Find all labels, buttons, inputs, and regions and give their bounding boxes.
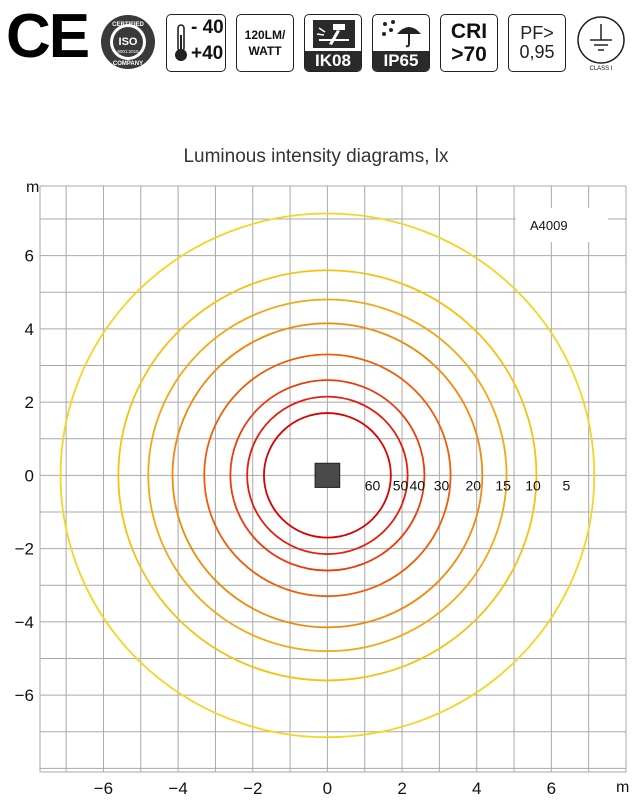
earth-ground-icon	[577, 16, 625, 64]
y-tick-label: 2	[25, 393, 34, 412]
luminaire-marker	[314, 462, 341, 488]
y-axis-unit: m	[26, 179, 39, 196]
cri-line2: >70	[451, 43, 487, 66]
x-axis-unit: m	[616, 779, 629, 796]
thermometer-icon	[175, 24, 187, 61]
contour-ring-10lx	[117, 269, 538, 682]
efficacy-line1: 120LM/	[244, 28, 286, 42]
isolux-chart: Luminous intensity diagrams, lx 60 50 40 30…	[15, 146, 630, 798]
contour-label-10: 10	[525, 477, 541, 493]
model-label: A4009	[530, 218, 568, 233]
x-tick-label: 4	[472, 779, 481, 798]
x-tick-label: −6	[94, 779, 113, 798]
temperature-max: +40	[191, 43, 224, 64]
y-tick-label: 0	[25, 466, 34, 485]
contour-ring-15lx	[147, 298, 508, 653]
efficacy-line2: WATT	[248, 44, 282, 58]
x-tick-label: 6	[547, 779, 556, 798]
protection-class-label: CLASS I	[589, 66, 613, 72]
plot-frame	[39, 185, 627, 773]
model-legend: A4009	[516, 208, 608, 242]
contour-label-5: 5	[563, 477, 571, 493]
protection-class-badge: CLASS I	[576, 14, 626, 78]
iso-center-text: ISO	[119, 36, 138, 48]
rain-umbrella-icon	[382, 20, 421, 48]
iso-bottom-text: COMPANY	[113, 61, 143, 67]
y-tick-label: 4	[25, 320, 34, 339]
contour-rings	[59, 212, 596, 739]
cri-line1: CRI	[450, 20, 488, 43]
ik-label: IK08	[305, 51, 361, 71]
contour-label-15: 15	[495, 477, 511, 493]
iso-standard-text: 9001:2015	[117, 49, 139, 54]
model-legend-box	[516, 208, 608, 242]
ce-mark: CE	[6, 2, 90, 71]
contour-ring-30lx	[203, 353, 452, 598]
contour-ring-60lx	[263, 412, 392, 539]
ip-rating-badge: IP65	[372, 14, 430, 72]
contour-ring-50lx	[246, 395, 409, 555]
certification-badges: CE CERTIFIED ISO 9001:2015 COMPANY - 40 …	[0, 0, 634, 80]
contour-label-40: 40	[410, 477, 426, 493]
chart-title: Luminous intensity diagrams, lx	[183, 146, 449, 167]
x-tick-label: −4	[168, 779, 187, 798]
x-tick-label: −2	[243, 779, 262, 798]
contour-ring-20lx	[171, 322, 484, 629]
contour-label-60: 60	[365, 477, 381, 493]
x-tick-label: 0	[323, 779, 332, 798]
x-tick-label: 2	[397, 779, 406, 798]
ip-label: IP65	[373, 51, 429, 71]
temperature-min: - 40	[191, 17, 224, 38]
contour-label-30: 30	[434, 477, 450, 493]
y-tick-label: −4	[15, 613, 34, 632]
efficacy-badge: 120LM/ WATT	[236, 14, 294, 72]
hammer-impact-icon	[313, 20, 355, 48]
power-factor-badge: PF> 0,95	[508, 14, 566, 72]
iso-certified-seal: CERTIFIED ISO 9001:2015 COMPANY	[100, 14, 156, 70]
y-tick-label: −2	[15, 540, 34, 559]
pf-line2: 0,95	[519, 42, 555, 62]
contour-ring-40lx	[229, 379, 426, 572]
pf-line1: PF>	[520, 23, 554, 43]
temperature-range-badge: - 40 +40	[166, 14, 226, 72]
ik-impact-badge: IK08	[304, 14, 362, 72]
contour-ring-5lx	[59, 212, 596, 739]
y-tick-label: −6	[15, 686, 34, 705]
cri-badge: CRI >70	[440, 14, 498, 72]
contour-label-50: 50	[393, 477, 409, 493]
contour-labels: 60 50 40 30 20 15 10 5	[365, 477, 571, 493]
contour-label-20: 20	[466, 477, 482, 493]
iso-top-text: CERTIFIED	[112, 22, 144, 28]
y-tick-label: 6	[25, 247, 34, 266]
